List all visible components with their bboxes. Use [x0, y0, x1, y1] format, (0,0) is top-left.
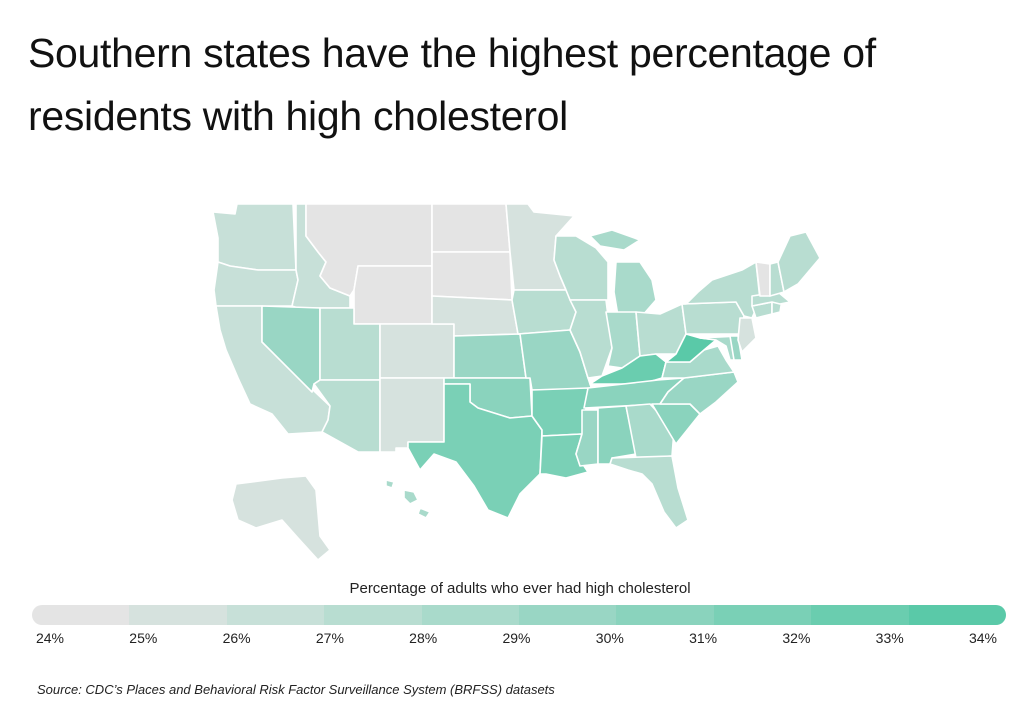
legend-tick-label: 25%: [129, 630, 158, 646]
legend-tick-label: 34%: [968, 630, 998, 646]
state-michigan: [589, 229, 657, 317]
state-colorado: [379, 323, 455, 379]
legend-swatch: [908, 605, 1006, 625]
legend-tick-label: 26%: [222, 630, 251, 646]
legend-tick-label: 24%: [35, 630, 65, 646]
state-arizona: [313, 379, 381, 453]
state-washington: [212, 203, 297, 271]
legend-color-scale: [32, 605, 1006, 625]
state-florida: [609, 455, 689, 529]
legend-title: Percentage of adults who ever had high c…: [349, 580, 691, 597]
legend-swatch: [811, 605, 909, 625]
legend-swatch: [226, 605, 325, 625]
state-new-mexico: [379, 377, 445, 453]
legend-tick-label: 29%: [502, 630, 531, 646]
legend-tick-label: 32%: [782, 630, 811, 646]
legend-swatch: [616, 605, 714, 625]
state-alaska: [231, 475, 331, 561]
legend-swatch: [324, 605, 422, 625]
legend-swatch: [519, 605, 617, 625]
state-north-dakota: [431, 203, 511, 253]
legend-tick-label: 30%: [595, 630, 624, 646]
state-wyoming: [353, 265, 433, 325]
state-maine: [777, 231, 821, 293]
state-texas: [407, 383, 543, 519]
legend-swatch: [32, 605, 130, 625]
legend-tick-label: 28%: [409, 630, 438, 646]
state-kansas: [453, 333, 527, 379]
legend-tick-label: 31%: [689, 630, 718, 646]
legend-swatch: [129, 605, 227, 625]
legend-swatch: [713, 605, 812, 625]
page-title: Southern states have the highest percent…: [28, 30, 876, 139]
state-north-carolina: [659, 371, 739, 415]
legend-swatch: [421, 605, 520, 625]
state-iowa: [511, 289, 577, 335]
state-new-jersey: [737, 317, 757, 353]
state-south-dakota: [431, 251, 513, 301]
legend-tick-label: 27%: [315, 630, 344, 646]
state-arkansas: [531, 387, 589, 437]
legend-tick-label: 33%: [875, 630, 904, 646]
source-note: Source: CDC’s Places and Behavioral Risk…: [37, 682, 555, 697]
state-pennsylvania: [681, 301, 745, 335]
state-hawaii: [385, 479, 431, 519]
